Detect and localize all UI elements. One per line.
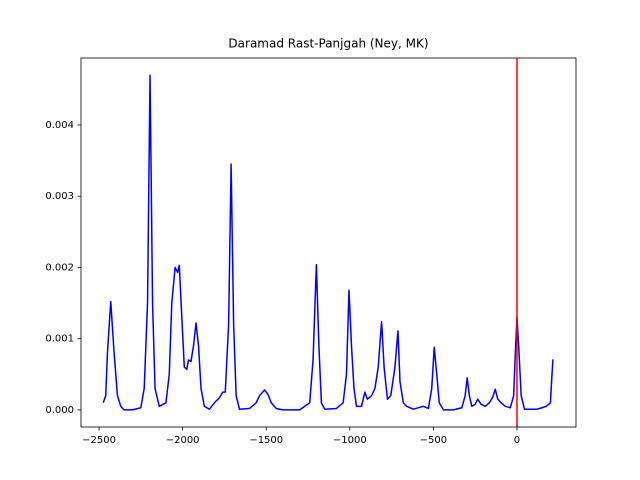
- y-tick-label: 0.003: [45, 191, 74, 202]
- x-tick-label: −500: [420, 435, 447, 446]
- y-tick-label: 0.002: [45, 262, 74, 273]
- x-tick-label: −1000: [333, 435, 367, 446]
- x-tick-label: −2000: [166, 435, 200, 446]
- y-tick-label: 0.001: [45, 334, 74, 345]
- y-tick-label: 0.004: [45, 120, 74, 131]
- x-tick-label: −1500: [249, 435, 283, 446]
- plot-frame: [80, 57, 577, 428]
- x-tick-label: −2500: [82, 435, 116, 446]
- x-tick-label: 0: [514, 435, 520, 446]
- chart-title: Daramad Rast-Panjgah (Ney, MK): [228, 37, 428, 51]
- y-tick-label: 0.000: [45, 405, 74, 416]
- data-line: [102, 74, 554, 411]
